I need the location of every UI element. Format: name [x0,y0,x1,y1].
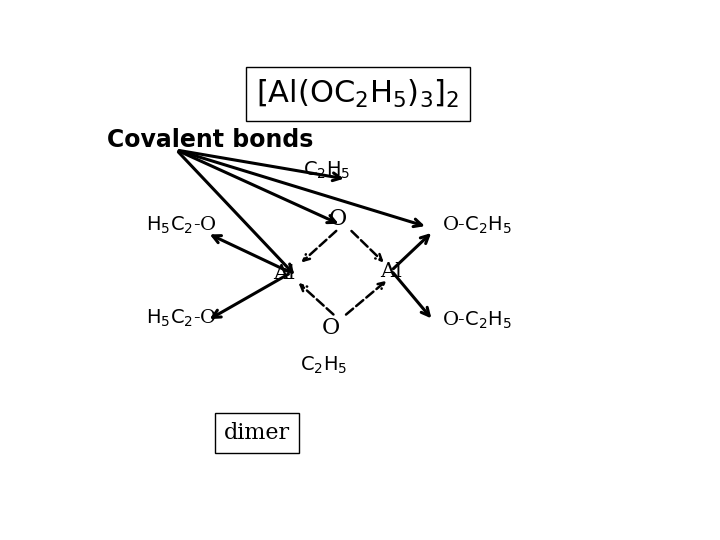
Text: $\rm [Al(OC_2H_5)_3]_2$: $\rm [Al(OC_2H_5)_3]_2$ [256,78,459,110]
Text: $\rm H_5C_2$-O: $\rm H_5C_2$-O [145,308,217,329]
Text: Covalent bonds: Covalent bonds [107,127,313,152]
Text: O-$\rm C_2H_5$: O-$\rm C_2H_5$ [441,310,511,331]
Text: O-$\rm C_2H_5$: O-$\rm C_2H_5$ [441,214,511,235]
Text: O: O [322,316,340,339]
Text: Al: Al [274,264,295,283]
Text: O: O [329,208,348,231]
Text: $\rm C_2H_5$: $\rm C_2H_5$ [300,354,347,376]
Text: $\rm H_5C_2$-O: $\rm H_5C_2$-O [145,214,217,235]
Text: Al: Al [380,262,402,281]
Text: $\rm C_2H_5$: $\rm C_2H_5$ [303,160,351,181]
Text: dimer: dimer [225,422,290,444]
